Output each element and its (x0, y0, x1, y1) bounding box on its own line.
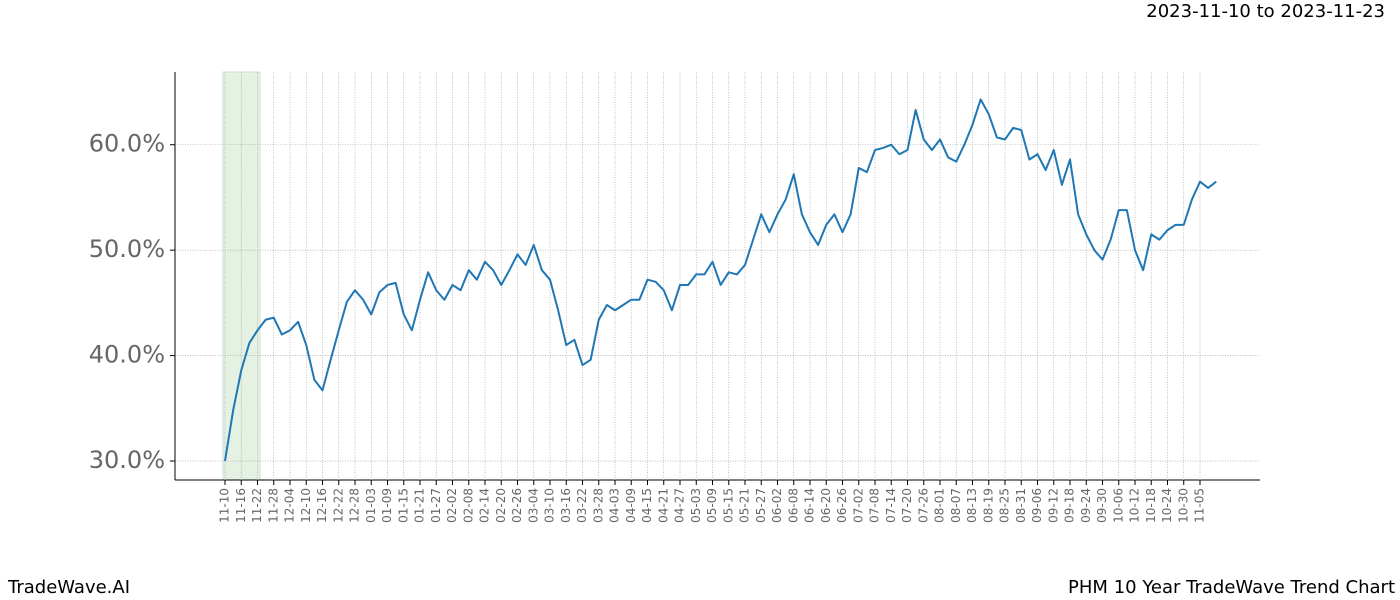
x-tick-label: 04-15 (640, 488, 654, 523)
x-tick-label: 09-24 (1079, 488, 1093, 523)
x-tick-label: 06-08 (786, 488, 800, 523)
x-tick-label: 08-19 (981, 488, 995, 523)
x-tick-label: 08-31 (1014, 488, 1028, 523)
caption: PHM 10 Year TradeWave Trend Chart (1068, 577, 1395, 598)
x-tick-label: 01-27 (429, 488, 443, 523)
x-tick-label: 11-22 (250, 488, 264, 523)
y-tick-label: 30.0% (89, 446, 165, 474)
x-tick-label: 07-08 (868, 488, 882, 523)
x-tick-label: 04-09 (624, 488, 638, 523)
x-tick-label: 02-02 (445, 488, 459, 523)
x-tick-label: 07-20 (900, 488, 914, 523)
y-tick-label: 40.0% (89, 341, 165, 369)
x-tick-label: 12-04 (283, 488, 297, 523)
x-tick-label: 12-28 (348, 488, 362, 523)
x-tick-label: 09-12 (1046, 488, 1060, 523)
x-tick-label: 03-10 (543, 488, 557, 523)
x-tick-label: 01-03 (364, 488, 378, 523)
x-tick-label: 02-14 (478, 488, 492, 523)
x-tick-label: 10-06 (1111, 488, 1125, 523)
x-tick-label: 09-18 (1063, 488, 1077, 523)
trend-line (224, 98, 1217, 462)
x-tick-label: 07-26 (916, 488, 930, 523)
x-tick-label: 08-13 (965, 488, 979, 523)
x-tick-label: 11-28 (266, 488, 280, 523)
x-tick-label: 06-02 (770, 488, 784, 523)
x-tick-label: 03-28 (591, 488, 605, 523)
x-tick-label: 12-16 (315, 488, 329, 523)
x-tick-label: 10-12 (1128, 488, 1142, 523)
x-tick-label: 03-04 (526, 488, 540, 523)
x-tick-label: 10-30 (1176, 488, 1190, 523)
x-tick-label: 07-14 (884, 488, 898, 523)
x-tick-label: 10-24 (1160, 488, 1174, 523)
x-tick-label: 12-22 (331, 488, 345, 523)
x-tick-label: 08-01 (933, 488, 947, 523)
highlight-span (222, 71, 261, 481)
x-tick-label: 02-26 (510, 488, 524, 523)
x-tick-label: 10-18 (1144, 488, 1158, 523)
x-tick-label: 03-16 (559, 488, 573, 523)
x-tick-label: 01-21 (413, 488, 427, 523)
x-tick-label: 03-22 (575, 488, 589, 523)
y-tick-label: 60.0% (89, 130, 165, 158)
x-tick-label: 12-10 (299, 488, 313, 523)
x-tick-label: 01-15 (396, 488, 410, 523)
x-tick-label: 07-02 (851, 488, 865, 523)
x-tick-label: 02-20 (494, 488, 508, 523)
x-tick-label: 05-21 (738, 488, 752, 523)
x-tick-label: 11-16 (234, 488, 248, 523)
x-tick-label: 05-15 (721, 488, 735, 523)
x-tick-label: 09-06 (1030, 488, 1044, 523)
x-tick-label: 05-03 (689, 488, 703, 523)
x-tick-label: 06-14 (803, 488, 817, 523)
x-tick-label: 11-10 (218, 488, 232, 523)
x-tick-label: 06-26 (835, 488, 849, 523)
source: TradeWave.AI (7, 577, 130, 598)
x-tick-label: 04-03 (608, 488, 622, 523)
y-tick-label: 50.0% (89, 235, 165, 263)
x-tick-label: 06-20 (819, 488, 833, 523)
x-tick-label: 11-05 (1193, 488, 1207, 523)
x-tick-label: 08-07 (949, 488, 963, 523)
x-tick-label: 08-25 (998, 488, 1012, 523)
chart-title: 2023-11-10 to 2023-11-23 (1146, 1, 1385, 22)
x-tick-label: 09-30 (1095, 488, 1109, 523)
x-tick-label: 01-09 (380, 488, 394, 523)
x-tick-label: 04-27 (673, 488, 687, 523)
x-tick-label: 04-21 (656, 488, 670, 523)
x-tick-label: 05-09 (705, 488, 719, 523)
x-tick-label: 02-08 (461, 488, 475, 523)
x-tick-label: 05-27 (754, 488, 768, 523)
